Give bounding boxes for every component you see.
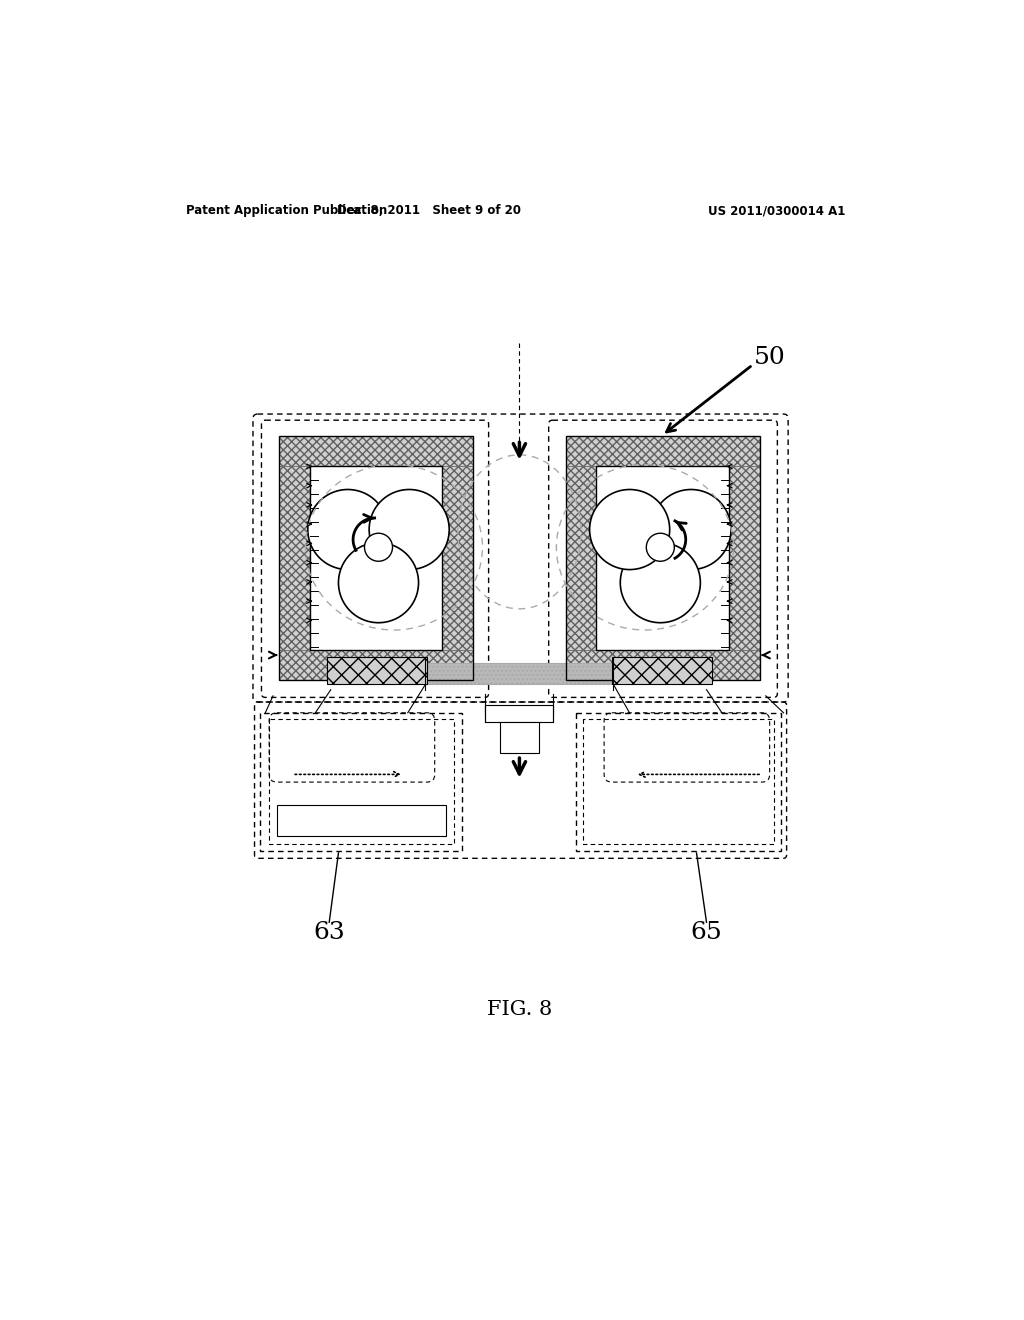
Bar [442, 466, 473, 649]
Bar [484, 705, 553, 722]
Circle shape [651, 490, 731, 570]
Bar [327, 657, 427, 684]
Bar [565, 466, 596, 649]
Bar [310, 466, 442, 649]
Circle shape [365, 533, 392, 561]
Bar [596, 466, 729, 649]
Text: US 2011/0300014 A1: US 2011/0300014 A1 [708, 205, 846, 218]
Bar [280, 436, 473, 466]
Circle shape [621, 543, 700, 623]
Circle shape [646, 533, 675, 561]
Circle shape [339, 543, 419, 623]
Text: 65: 65 [690, 921, 722, 944]
Circle shape [590, 490, 670, 570]
Bar [565, 436, 760, 681]
Bar [565, 436, 760, 466]
Bar [565, 649, 760, 681]
Circle shape [369, 490, 450, 570]
Bar [596, 466, 729, 649]
Circle shape [308, 490, 388, 570]
Bar [280, 466, 310, 649]
Bar [310, 466, 442, 649]
Bar [729, 466, 760, 649]
Text: Patent Application Publication: Patent Application Publication [186, 205, 387, 218]
Text: 63: 63 [313, 921, 345, 944]
Text: Dec. 8, 2011   Sheet 9 of 20: Dec. 8, 2011 Sheet 9 of 20 [337, 205, 521, 218]
Bar [280, 436, 473, 681]
Bar [500, 722, 539, 752]
Bar [611, 657, 712, 684]
Text: 50: 50 [755, 346, 786, 368]
Bar [425, 663, 613, 684]
Bar [276, 805, 446, 836]
Text: FIG. 8: FIG. 8 [486, 999, 552, 1019]
Bar [280, 649, 473, 681]
